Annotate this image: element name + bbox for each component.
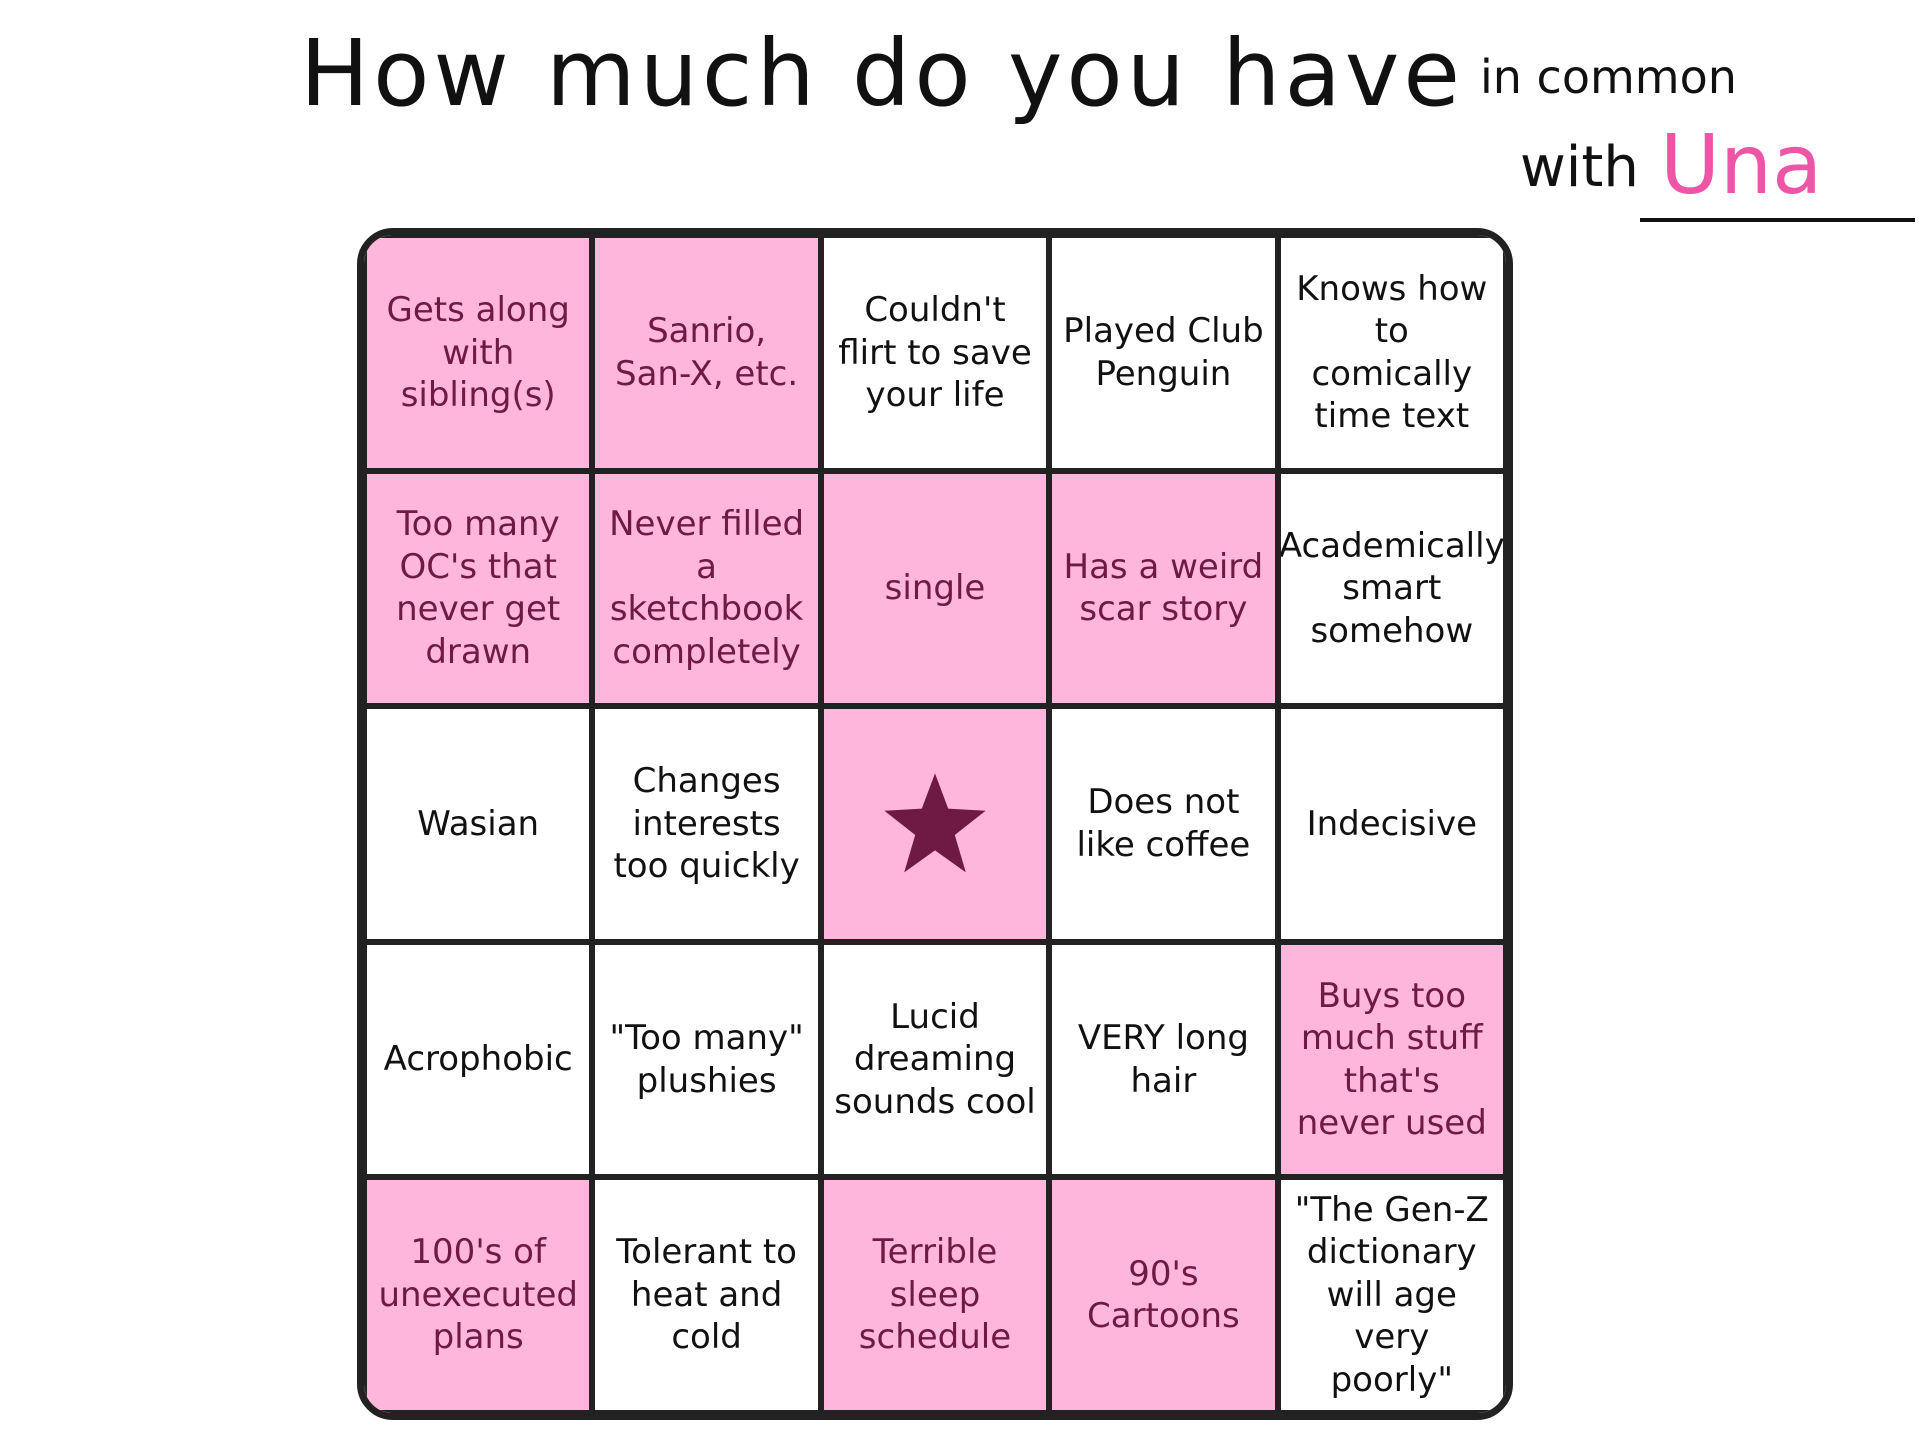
bingo-cell[interactable]: "The Gen-Z dictionary will age very poor…	[1277, 1177, 1506, 1413]
bingo-cell[interactable]: Acrophobic	[364, 941, 593, 1178]
star	[884, 773, 986, 873]
bingo-cell[interactable]: Wasian	[364, 706, 593, 942]
bingo-cell[interactable]: Couldn't flirt to save your life	[820, 235, 1050, 471]
title-with: with	[1520, 135, 1639, 200]
free-cell[interactable]	[820, 706, 1050, 942]
name-underline	[1640, 218, 1915, 222]
bingo-cell[interactable]: Indecisive	[1277, 706, 1506, 942]
bingo-cell[interactable]: Played Club Penguin	[1049, 235, 1278, 471]
bingo-cell[interactable]: 90's Cartoons	[1049, 1177, 1278, 1413]
bingo-cell[interactable]: Does not like coffee	[1049, 706, 1278, 942]
bingo-cell[interactable]: Knows how to comically time text	[1277, 235, 1506, 471]
bingo-cell[interactable]: "Too many" plushies	[592, 941, 821, 1178]
bingo-cell[interactable]: Buys too much stuff that's never used	[1277, 941, 1506, 1178]
bingo-cell[interactable]: Changes interests too quickly	[592, 706, 821, 942]
bingo-cell[interactable]: Lucid dreaming sounds cool	[820, 941, 1050, 1178]
title-small: in common	[1480, 50, 1737, 104]
bingo-cell[interactable]: single	[820, 470, 1050, 707]
bingo-board: Gets along with sibling(s) Sanrio, San-X,…	[357, 228, 1513, 1420]
bingo-cell[interactable]: Never filled a sketchbook completely	[592, 470, 821, 707]
title: How much do you have	[300, 20, 1464, 127]
name: Una	[1660, 118, 1823, 213]
bingo-cell[interactable]: Tolerant to heat and cold	[592, 1177, 821, 1413]
bingo-cell[interactable]: Academically smart somehow	[1277, 470, 1506, 707]
bingo-cell[interactable]: VERY long hair	[1049, 941, 1278, 1178]
bingo-cell[interactable]: Has a weird scar story	[1049, 470, 1278, 707]
bingo-cell[interactable]: Sanrio, San-X, etc.	[592, 235, 821, 471]
bingo-cell[interactable]: Terrible sleep schedule	[820, 1177, 1050, 1413]
bingo-cell[interactable]: Gets along with sibling(s)	[364, 235, 593, 471]
bingo-cell[interactable]: 100's of unexecuted plans	[364, 1177, 593, 1413]
bingo-cell[interactable]: Too many OC's that never get drawn	[364, 470, 593, 707]
